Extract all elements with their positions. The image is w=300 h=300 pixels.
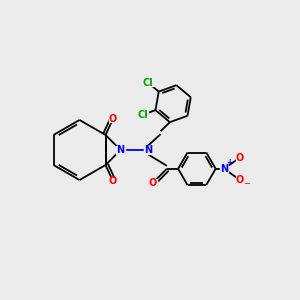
Bar bbox=[220, 165, 228, 172]
Bar bbox=[109, 115, 117, 122]
Text: −: − bbox=[243, 179, 250, 188]
Text: O: O bbox=[236, 153, 244, 163]
Text: +: + bbox=[227, 158, 233, 167]
Text: O: O bbox=[109, 114, 117, 124]
Bar bbox=[137, 111, 148, 118]
Bar bbox=[236, 176, 244, 184]
Text: O: O bbox=[236, 175, 244, 185]
Text: N: N bbox=[220, 164, 228, 174]
Text: N: N bbox=[116, 145, 124, 155]
Bar bbox=[109, 178, 117, 185]
Bar bbox=[116, 146, 125, 154]
Text: Cl: Cl bbox=[143, 78, 154, 88]
Text: O: O bbox=[149, 178, 157, 188]
Bar bbox=[142, 79, 154, 86]
Bar bbox=[149, 179, 157, 186]
Text: Cl: Cl bbox=[137, 110, 148, 120]
Bar bbox=[236, 154, 244, 161]
Bar bbox=[144, 146, 152, 154]
Text: O: O bbox=[109, 176, 117, 186]
Text: N: N bbox=[144, 145, 152, 155]
